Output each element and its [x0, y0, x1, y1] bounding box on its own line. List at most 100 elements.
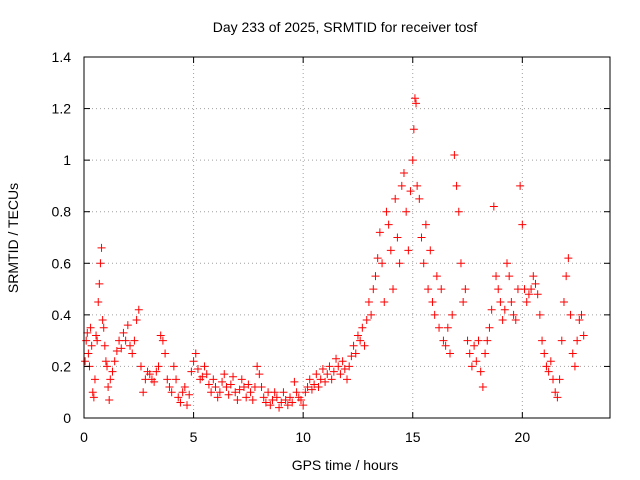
- data-point: [478, 383, 487, 392]
- data-point: [90, 375, 99, 384]
- data-point: [459, 297, 468, 306]
- data-point: [275, 403, 284, 412]
- data-point: [242, 393, 251, 402]
- data-point: [154, 362, 163, 371]
- data-point: [509, 310, 518, 319]
- data-point: [312, 370, 321, 379]
- data-point: [314, 383, 323, 392]
- data-point: [207, 388, 216, 397]
- data-point: [323, 370, 332, 379]
- data-point: [454, 207, 463, 216]
- data-point: [334, 362, 343, 371]
- data-point: [292, 388, 301, 397]
- data-point: [371, 272, 380, 281]
- data-point: [386, 246, 395, 255]
- data-point: [235, 385, 244, 394]
- data-point: [277, 398, 286, 407]
- data-point: [100, 341, 109, 350]
- data-point: [413, 181, 422, 190]
- data-point: [551, 388, 560, 397]
- data-point: [136, 362, 145, 371]
- data-point: [299, 401, 308, 410]
- data-point: [546, 357, 555, 366]
- data-point: [255, 370, 264, 379]
- data-point: [105, 395, 114, 404]
- data-point: [406, 187, 415, 196]
- data-point: [564, 254, 573, 263]
- data-point: [193, 365, 202, 374]
- data-point: [336, 370, 345, 379]
- data-point: [533, 290, 542, 299]
- data-point: [347, 352, 356, 361]
- y-axis-ticks: 0 0.2 0.4 0.6 0.8 1 1.2 1.4: [52, 49, 610, 426]
- data-point: [452, 181, 461, 190]
- data-point: [345, 362, 354, 371]
- data-point: [200, 362, 209, 371]
- data-point: [83, 328, 92, 337]
- data-point: [419, 259, 428, 268]
- data-point: [119, 328, 128, 337]
- data-point: [123, 321, 132, 330]
- data-point: [215, 388, 224, 397]
- data-point: [81, 357, 90, 366]
- x-axis-label: GPS time / hours: [292, 457, 399, 473]
- data-point: [268, 395, 277, 404]
- y-tick-label: 0.6: [52, 255, 72, 271]
- data-point: [461, 285, 470, 294]
- data-point: [163, 375, 172, 384]
- data-point: [266, 401, 275, 410]
- data-point: [343, 375, 351, 384]
- data-point: [507, 297, 516, 306]
- data-point: [204, 380, 213, 389]
- data-point: [152, 367, 161, 376]
- data-point: [505, 272, 514, 281]
- data-point: [529, 272, 538, 281]
- data-point: [391, 194, 400, 203]
- data-point: [446, 349, 455, 358]
- data-point: [94, 297, 103, 306]
- data-point: [307, 385, 316, 394]
- data-point: [492, 272, 501, 281]
- data-point: [496, 297, 505, 306]
- x-tick-label: 20: [515, 429, 531, 445]
- y-tick-label: 1.4: [52, 49, 72, 65]
- data-point: [412, 99, 421, 108]
- data-point: [502, 259, 511, 268]
- data-point: [288, 398, 297, 407]
- data-point: [332, 354, 341, 363]
- data-point: [202, 370, 211, 379]
- data-point: [356, 336, 365, 345]
- data-point: [237, 375, 246, 384]
- data-point: [290, 377, 299, 386]
- data-point: [259, 393, 268, 402]
- data-point: [467, 362, 476, 371]
- data-point: [432, 272, 441, 281]
- data-point: [97, 243, 106, 252]
- data-point: [428, 297, 437, 306]
- data-point: [397, 181, 406, 190]
- data-point: [139, 388, 148, 397]
- data-point: [555, 375, 564, 384]
- data-point: [540, 349, 549, 358]
- data-point: [568, 349, 577, 358]
- y-axis-label: SRMTID / TECUs: [5, 183, 21, 293]
- data-point: [577, 310, 586, 319]
- data-point: [283, 401, 292, 410]
- data-point: [483, 336, 492, 345]
- data-point: [279, 388, 288, 397]
- data-point: [229, 372, 238, 381]
- data-point: [239, 383, 248, 392]
- data-point: [180, 383, 189, 392]
- data-point: [518, 220, 527, 229]
- data-point: [472, 357, 481, 366]
- x-tick-label: 15: [405, 429, 421, 445]
- data-point: [524, 290, 533, 299]
- data-point: [498, 316, 507, 325]
- data-point: [174, 393, 183, 402]
- data-point: [430, 310, 439, 319]
- data-point: [474, 336, 483, 345]
- data-point: [327, 375, 336, 384]
- x-tick-label: 5: [190, 429, 198, 445]
- data-point: [128, 349, 137, 358]
